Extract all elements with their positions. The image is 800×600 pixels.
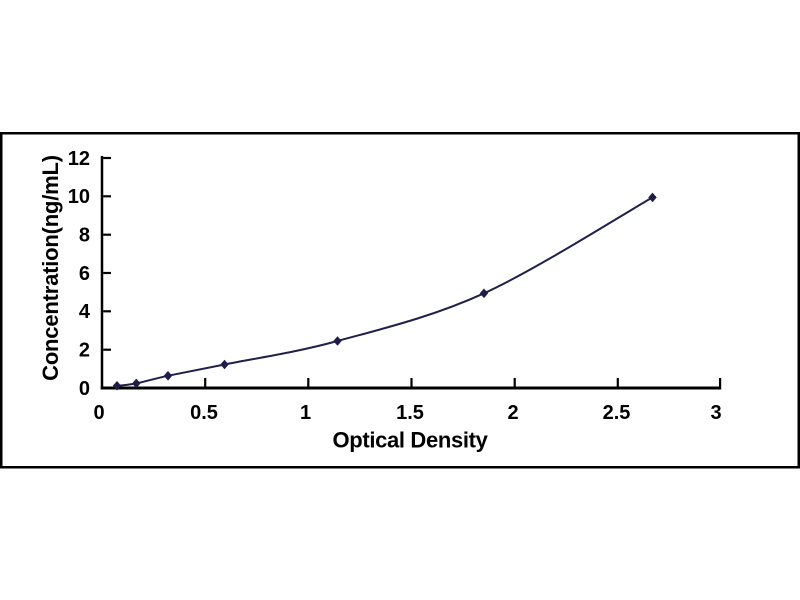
svg-text:2.5: 2.5 (603, 402, 631, 424)
svg-text:1: 1 (300, 402, 311, 424)
svg-text:2: 2 (507, 402, 518, 424)
svg-text:2: 2 (79, 340, 90, 362)
svg-text:12: 12 (68, 148, 90, 170)
svg-text:1.5: 1.5 (396, 402, 424, 424)
svg-text:10: 10 (68, 186, 90, 208)
svg-text:Optical Density: Optical Density (333, 428, 489, 453)
svg-text:4: 4 (79, 301, 91, 323)
svg-text:Concentration(ng/mL): Concentration(ng/mL) (38, 155, 63, 381)
svg-text:3: 3 (710, 402, 721, 424)
svg-text:0.5: 0.5 (190, 402, 218, 424)
svg-text:0: 0 (79, 378, 90, 400)
svg-text:0: 0 (93, 402, 104, 424)
svg-text:8: 8 (79, 225, 90, 247)
svg-text:6: 6 (79, 263, 90, 285)
